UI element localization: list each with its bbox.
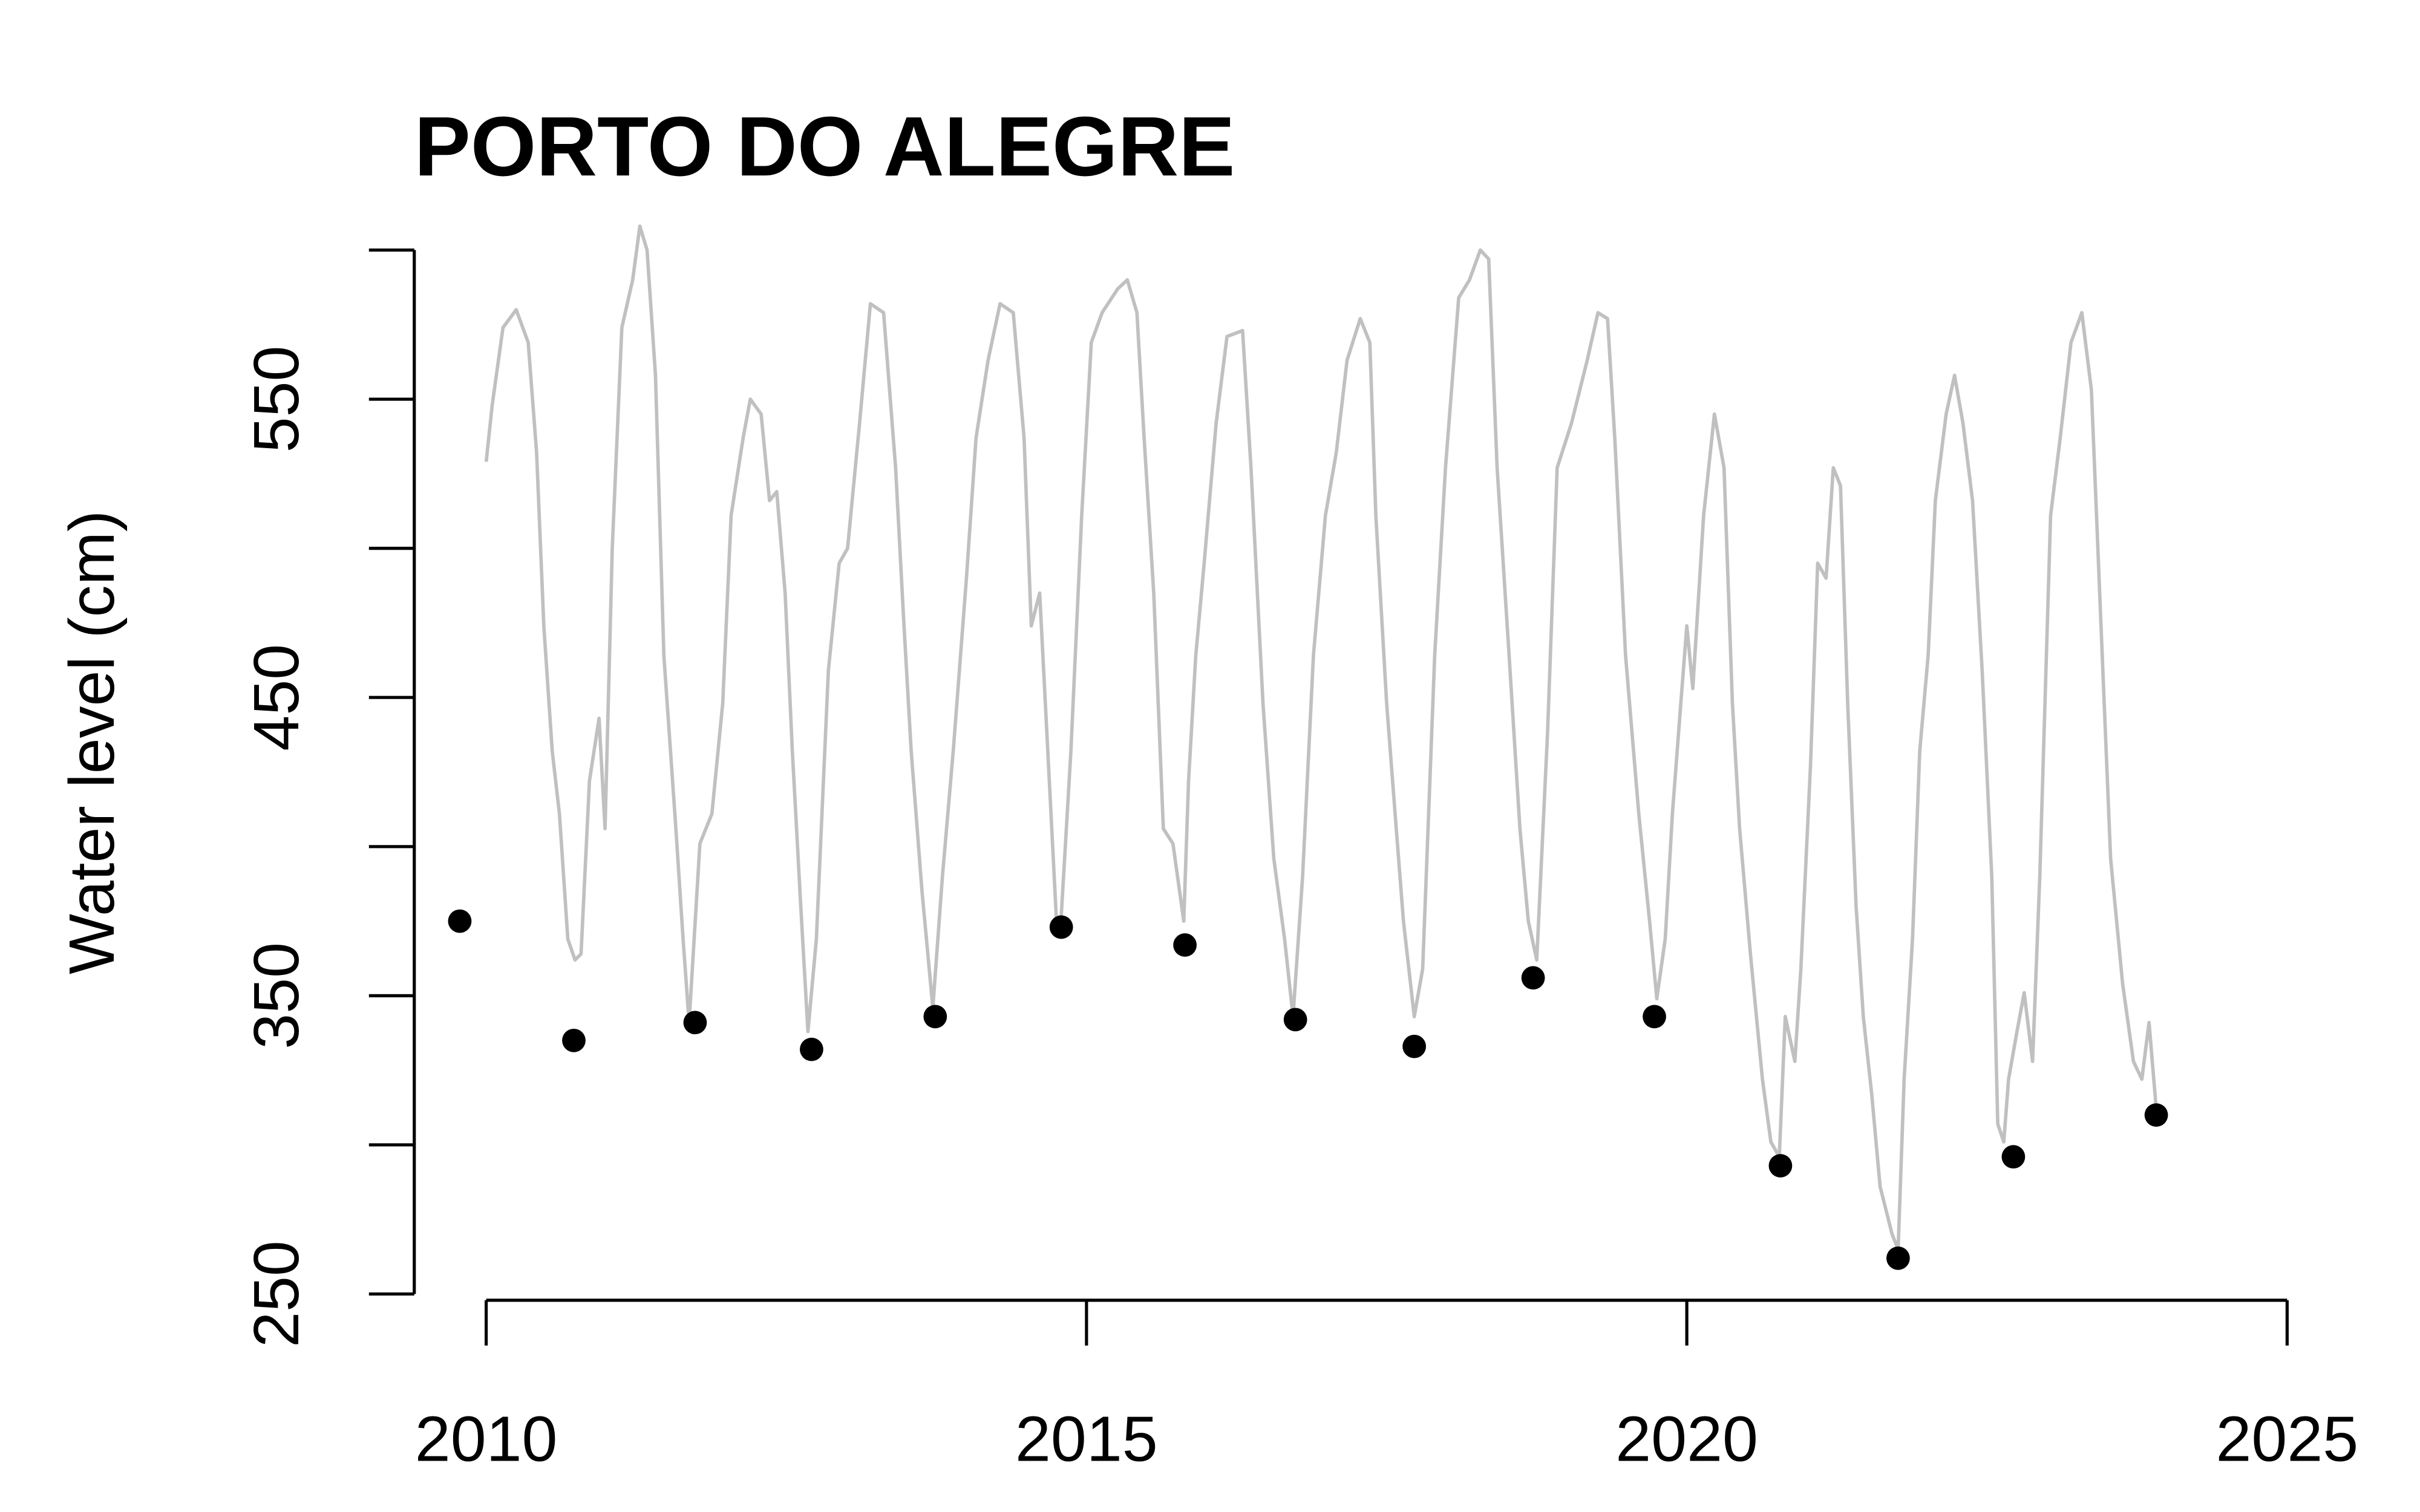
y-tick-label: 350 xyxy=(241,942,312,1049)
minimum-point xyxy=(1768,1154,1793,1178)
minimum-point xyxy=(923,1005,947,1029)
minimum-point xyxy=(800,1037,823,1061)
water-level-line xyxy=(484,224,2158,1251)
x-tick-label: 2015 xyxy=(1015,1404,1158,1475)
minimum-point xyxy=(2144,1103,2168,1127)
minimum-point xyxy=(1643,1005,1666,1029)
minimum-point xyxy=(1521,966,1545,990)
minimum-point xyxy=(448,909,472,933)
x-tick-label: 2020 xyxy=(1615,1404,1758,1475)
minimum-point xyxy=(2001,1145,2026,1169)
minimum-point xyxy=(1283,1008,1307,1032)
y-tick-label: 550 xyxy=(241,346,312,453)
minimum-point xyxy=(1173,933,1197,957)
minimum-point xyxy=(1049,915,1073,939)
x-tick-label: 2010 xyxy=(415,1404,558,1475)
y-axis-label: Water level (cm) xyxy=(56,510,128,974)
x-tick-label: 2025 xyxy=(2216,1404,2359,1475)
chart-title: PORTO DO ALEGRE xyxy=(414,99,1235,194)
minimum-point xyxy=(683,1011,707,1035)
minimum-point xyxy=(1402,1034,1427,1058)
minimum-point xyxy=(562,1028,586,1052)
minimum-point xyxy=(1886,1246,1910,1270)
y-tick-label: 250 xyxy=(241,1240,312,1347)
y-tick-label: 450 xyxy=(241,644,312,751)
